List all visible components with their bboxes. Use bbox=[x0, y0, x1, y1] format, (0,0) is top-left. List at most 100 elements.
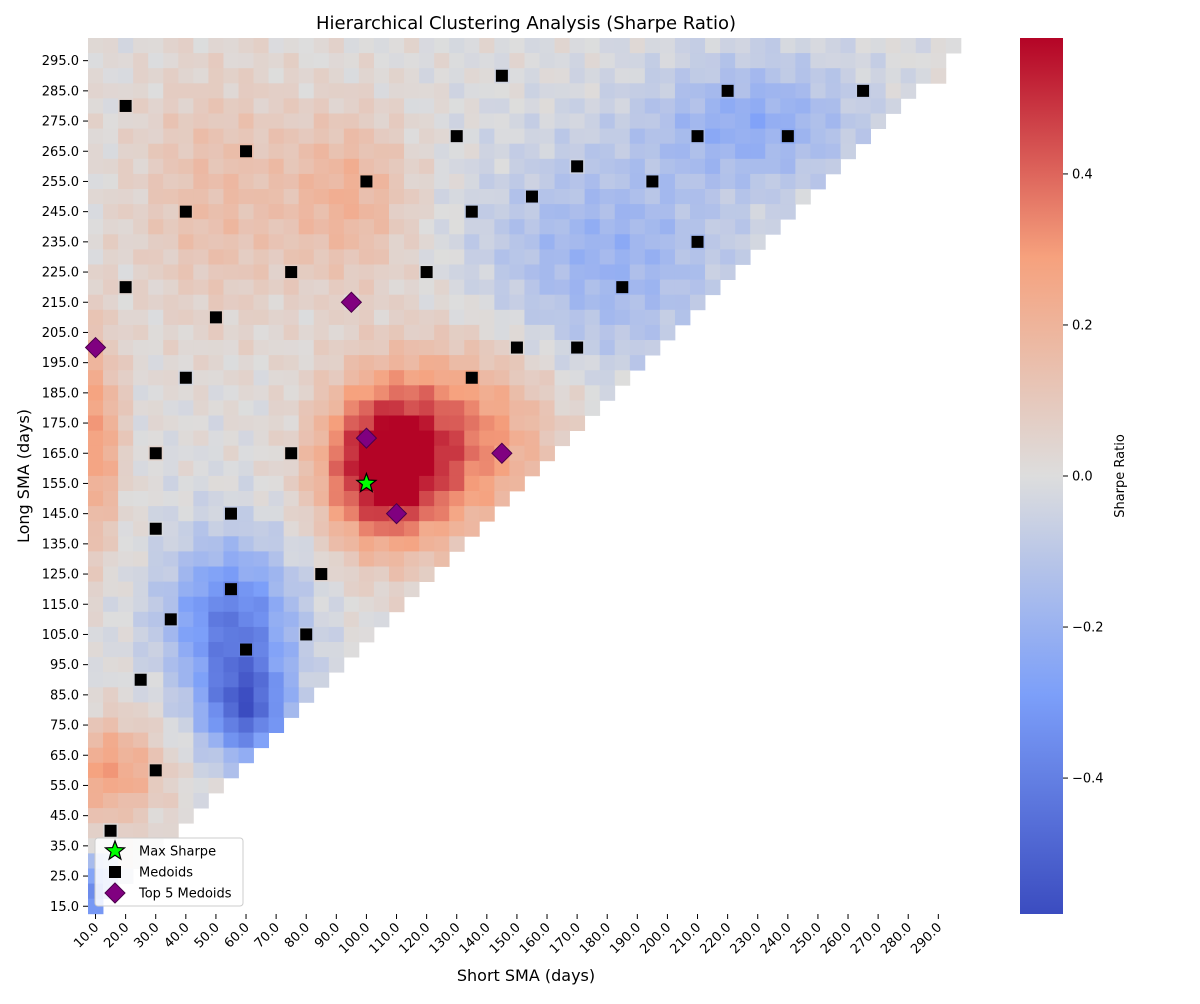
heatmap-cell bbox=[373, 445, 390, 462]
heatmap-cell bbox=[509, 173, 525, 190]
heatmap-cell bbox=[524, 385, 540, 401]
heatmap-cell bbox=[178, 596, 194, 613]
heatmap-cell bbox=[238, 551, 254, 567]
heatmap-cell bbox=[148, 128, 164, 145]
heatmap-cell bbox=[614, 324, 631, 341]
legend-top-medoid-marker bbox=[104, 882, 126, 904]
medoid-marker bbox=[285, 266, 298, 279]
heatmap-cell bbox=[178, 400, 194, 416]
heatmap-cell bbox=[765, 128, 781, 145]
heatmap-cell bbox=[539, 204, 555, 220]
heatmap-cell bbox=[915, 38, 932, 54]
medoid-marker bbox=[164, 613, 177, 626]
heatmap-cell bbox=[88, 732, 104, 749]
heatmap-cell bbox=[118, 823, 134, 839]
heatmap-cell bbox=[404, 234, 420, 250]
heatmap-cell bbox=[88, 566, 104, 582]
heatmap-cell bbox=[434, 475, 450, 492]
heatmap-cell bbox=[298, 219, 315, 235]
heatmap-cell bbox=[358, 370, 375, 386]
heatmap-cell bbox=[419, 536, 435, 552]
heatmap-cell bbox=[644, 294, 661, 311]
heatmap-cell bbox=[118, 642, 134, 658]
heatmap-cell bbox=[855, 98, 871, 114]
heatmap-cell bbox=[358, 128, 375, 145]
heatmap-cell bbox=[253, 38, 269, 54]
heatmap-cell bbox=[283, 687, 300, 703]
heatmap-cell bbox=[208, 687, 224, 703]
heatmap-cell bbox=[599, 219, 616, 235]
heatmap-cell bbox=[253, 717, 269, 733]
heatmap-cell bbox=[389, 430, 405, 447]
heatmap-cell bbox=[133, 460, 149, 477]
heatmap-cell bbox=[238, 611, 254, 628]
heatmap-cell bbox=[283, 475, 300, 492]
heatmap-cell bbox=[88, 264, 104, 280]
heatmap-cell bbox=[268, 355, 285, 371]
heatmap-cell bbox=[103, 143, 119, 160]
heatmap-cell bbox=[434, 385, 450, 401]
heatmap-cell bbox=[163, 777, 179, 794]
heatmap-cell bbox=[524, 264, 540, 280]
heatmap-cell bbox=[298, 415, 315, 431]
heatmap-cell bbox=[88, 415, 104, 431]
heatmap-cell bbox=[103, 53, 119, 69]
medoid-marker bbox=[691, 130, 704, 143]
heatmap-cell bbox=[148, 747, 164, 764]
heatmap-cell bbox=[238, 38, 254, 54]
heatmap-cell bbox=[358, 219, 375, 235]
heatmap-cell bbox=[103, 596, 119, 613]
heatmap-cell bbox=[88, 475, 104, 492]
heatmap-cell bbox=[434, 264, 450, 280]
heatmap-cell bbox=[313, 128, 330, 145]
heatmap-cell bbox=[118, 581, 134, 598]
heatmap-cell bbox=[674, 173, 691, 190]
heatmap-cell bbox=[163, 234, 179, 250]
heatmap-cell bbox=[494, 355, 510, 371]
heatmap-cell bbox=[133, 370, 149, 386]
heatmap-cell bbox=[449, 340, 465, 356]
heatmap-cell bbox=[629, 173, 646, 190]
heatmap-cell bbox=[223, 385, 239, 401]
heatmap-cell bbox=[313, 642, 330, 658]
heatmap-cell bbox=[599, 173, 616, 190]
heatmap-cell bbox=[419, 566, 435, 582]
heatmap-cell bbox=[88, 249, 104, 265]
heatmap-cell bbox=[343, 475, 360, 492]
heatmap-cell bbox=[178, 657, 194, 673]
heatmap-cell bbox=[870, 68, 887, 84]
heatmap-cell bbox=[268, 491, 285, 507]
heatmap-cell bbox=[434, 219, 450, 235]
heatmap-cell bbox=[148, 808, 164, 824]
heatmap-cell bbox=[584, 98, 601, 114]
heatmap-cell bbox=[133, 173, 149, 190]
heatmap-cell bbox=[148, 98, 164, 114]
medoid-marker bbox=[525, 190, 538, 203]
heatmap-cell bbox=[614, 113, 631, 129]
heatmap-cell bbox=[133, 400, 149, 416]
heatmap-cell bbox=[193, 113, 209, 129]
heatmap-cell bbox=[554, 68, 570, 84]
medoid-marker bbox=[224, 507, 237, 520]
heatmap-cell bbox=[599, 53, 616, 69]
heatmap-cell bbox=[163, 687, 179, 703]
heatmap-cell bbox=[133, 430, 149, 447]
heatmap-cell bbox=[825, 158, 841, 175]
heatmap-cell bbox=[133, 38, 149, 54]
heatmap-cell bbox=[193, 204, 209, 220]
heatmap-cell bbox=[750, 38, 766, 54]
heatmap-cell bbox=[148, 279, 164, 296]
heatmap-cell bbox=[629, 143, 646, 160]
heatmap-cell bbox=[328, 143, 345, 160]
heatmap-cell bbox=[178, 385, 194, 401]
heatmap-cell bbox=[690, 83, 706, 99]
heatmap-cell bbox=[674, 98, 691, 114]
heatmap-cell bbox=[735, 249, 751, 265]
heatmap-cell bbox=[674, 113, 691, 129]
heatmap-cell bbox=[705, 219, 721, 235]
heatmap-cell bbox=[343, 430, 360, 447]
heatmap-cell bbox=[629, 204, 646, 220]
heatmap-cell bbox=[449, 38, 465, 54]
heatmap-cell bbox=[268, 430, 285, 447]
heatmap-cell bbox=[208, 249, 224, 265]
